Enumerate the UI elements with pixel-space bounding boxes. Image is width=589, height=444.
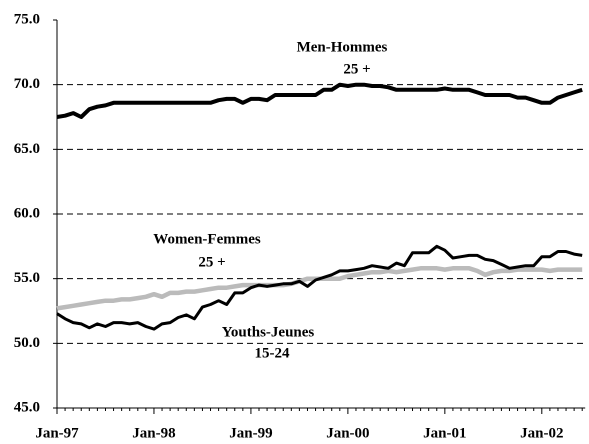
annotation: Men-Hommes [297, 39, 388, 55]
series-line [56, 82, 583, 119]
y-tick-label: 50.0 [14, 335, 40, 351]
y-tick-label: 65.0 [14, 141, 40, 157]
annotation: 15-24 [255, 345, 290, 361]
x-tick-label: Jan-00 [326, 425, 369, 441]
series-line [56, 244, 583, 331]
x-tick-label: Jan-99 [229, 425, 272, 441]
y-tick-label: 60.0 [14, 205, 40, 221]
y-tick-label: 75.0 [14, 11, 40, 27]
annotation: 25 + [343, 61, 370, 77]
annotation: Women-Femmes [153, 231, 261, 247]
x-tick-label: Jan-01 [423, 425, 466, 441]
y-tick-label: 70.0 [14, 76, 40, 92]
x-tick-label: Jan-02 [520, 425, 563, 441]
y-tick-label: 45.0 [14, 399, 40, 415]
x-tick-label: Jan-97 [35, 425, 79, 441]
x-tick-label: Jan-98 [132, 425, 175, 441]
series-line [56, 266, 583, 311]
annotation: 25 + [198, 254, 225, 270]
y-tick-label: 55.0 [14, 270, 40, 286]
annotation: Youths-Jeunes [222, 324, 315, 340]
